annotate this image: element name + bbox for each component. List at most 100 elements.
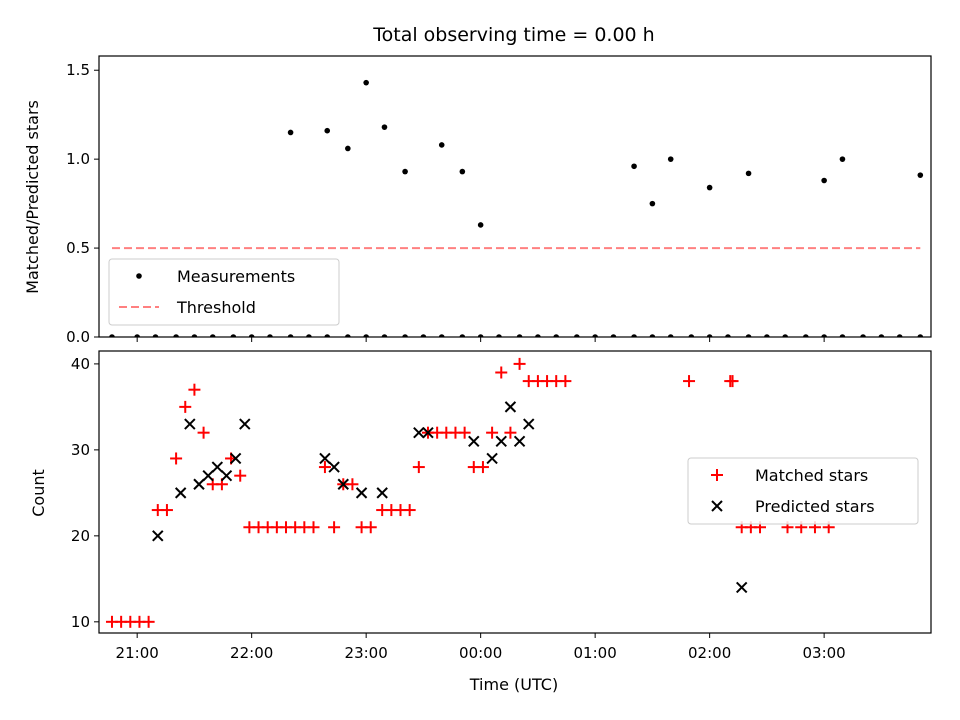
- measurements-point: [745, 170, 752, 177]
- bottom-x-tick-label: 23:00: [345, 644, 388, 662]
- predicted-stars-point: [174, 487, 187, 499]
- measurements-point: [459, 334, 466, 337]
- predicted-stars-point: [337, 478, 349, 490]
- matched-stars-point: [160, 504, 173, 517]
- top-y-axis-title: Matched/Predicted stars: [23, 100, 42, 294]
- predicted-stars-point-b: [220, 469, 233, 482]
- bottom-x-tick-label: 03:00: [803, 644, 846, 662]
- x-axis-title: Time (UTC): [469, 675, 558, 694]
- legend-predicted-label: Predicted stars: [755, 497, 875, 516]
- measurements-point: [803, 334, 809, 337]
- legend-matched-marker: [711, 469, 723, 481]
- top-legend-box: [108, 258, 340, 326]
- measurements-point: [592, 334, 598, 337]
- matched-stars-point: [197, 426, 210, 439]
- measurements-point: [459, 168, 466, 175]
- predicted-stars-point-b: [495, 435, 507, 447]
- predicted-stars-point-b: [337, 478, 349, 490]
- predicted-stars-point-b: [486, 452, 498, 465]
- predicted-stars-point-b: [184, 418, 196, 430]
- measurements-point: [363, 334, 369, 337]
- measurements-point: [839, 334, 846, 337]
- measurements-point: [477, 334, 484, 337]
- measurements-point: [516, 334, 523, 337]
- predicted-stars-point: [513, 435, 526, 447]
- predicted-stars-point-b: [735, 581, 748, 594]
- matched-stars-point: [412, 461, 425, 474]
- predicted-stars-point-b: [319, 452, 331, 465]
- bottom-legend-box: [687, 457, 919, 525]
- measurements-point: [610, 334, 617, 337]
- matched-stars-point: [513, 357, 526, 370]
- measurements-point: [209, 334, 216, 337]
- top-axes-frame: [98, 55, 932, 338]
- matched-stars-point: [486, 426, 499, 439]
- measurements-point: [477, 222, 484, 228]
- top-plot-area: 0.0 0.5 1.0 1.5: [66, 61, 924, 346]
- predicted-stars-point: [319, 452, 331, 465]
- matched-stars-point: [504, 426, 517, 439]
- legend-matched-label: Matched stars: [755, 466, 868, 485]
- measurements-point: [706, 184, 713, 191]
- predicted-stars-point-b: [239, 418, 251, 430]
- predicted-stars-point: [735, 581, 748, 594]
- predicted-stars-point: [152, 530, 164, 542]
- measurements-point: [917, 334, 924, 337]
- bottom-y-tick-label: 20: [71, 527, 90, 545]
- bottom-legend: Matched stars Predicted stars: [687, 457, 919, 525]
- bottom-x-tick-label: 22:00: [230, 644, 273, 662]
- measurements-point: [287, 129, 294, 136]
- predicted-stars-point-b: [202, 469, 214, 482]
- measurements-point: [345, 145, 351, 152]
- measurements-point: [191, 334, 198, 337]
- measurements-point: [287, 334, 294, 337]
- measurements-point: [306, 334, 312, 337]
- bottom-x-tick-label: 01:00: [574, 644, 617, 662]
- predicted-stars-point: [523, 418, 535, 430]
- predicted-stars-point: [184, 418, 196, 430]
- measurements-point: [173, 334, 179, 337]
- bottom-y-tick-label: 10: [71, 613, 90, 631]
- measurements-point: [324, 334, 331, 337]
- measurements-point: [860, 334, 866, 337]
- measurements-point: [649, 200, 656, 207]
- predicted-stars-point-b: [376, 487, 388, 499]
- top-y-tick-label: 0.0: [66, 328, 90, 346]
- bottom-axes-frame: [98, 350, 932, 634]
- predicted-stars-point-b: [211, 461, 224, 473]
- predicted-stars-point: [193, 478, 205, 490]
- top-y-tick-label: 0.5: [66, 239, 90, 257]
- top-legend: Measurements Threshold: [108, 258, 340, 326]
- predicted-stars-point-b: [152, 530, 164, 542]
- predicted-stars-point: [220, 469, 233, 482]
- measurements-point: [363, 79, 369, 86]
- measurements-point: [764, 334, 770, 337]
- predicted-stars-point: [504, 401, 517, 413]
- matched-stars-point: [726, 375, 739, 388]
- bottom-x-tick-label: 02:00: [688, 644, 731, 662]
- legend-measurements-label: Measurements: [177, 267, 295, 286]
- measurements-point: [345, 334, 351, 337]
- predicted-stars-point-b: [513, 435, 526, 447]
- predicted-stars-point: [495, 435, 507, 447]
- matched-stars-point: [170, 452, 183, 465]
- matched-stars-point: [346, 478, 359, 491]
- measurements-point: [230, 334, 237, 337]
- bottom-y-tick-label: 40: [71, 355, 90, 373]
- predicted-stars-point: [376, 487, 388, 499]
- measurements-point: [267, 334, 273, 337]
- bottom-plot-area: 10 20 30 40 21:00 22:00 23:00 00:00 01:00 02:00 03…: [71, 355, 846, 662]
- predicted-stars-point-b: [523, 418, 535, 430]
- measurements-point: [553, 334, 560, 337]
- predicted-stars-point: [413, 426, 425, 439]
- measurements-point: [688, 334, 695, 337]
- matched-stars-point: [188, 383, 201, 396]
- measurements-point: [839, 156, 846, 162]
- top-series-group: [109, 79, 924, 337]
- matched-stars-point: [328, 521, 341, 534]
- bottom-x-tick-label: 21:00: [116, 644, 159, 662]
- predicted-stars-point: [328, 461, 340, 473]
- matched-stars-point: [142, 615, 155, 628]
- measurements-point: [109, 334, 115, 337]
